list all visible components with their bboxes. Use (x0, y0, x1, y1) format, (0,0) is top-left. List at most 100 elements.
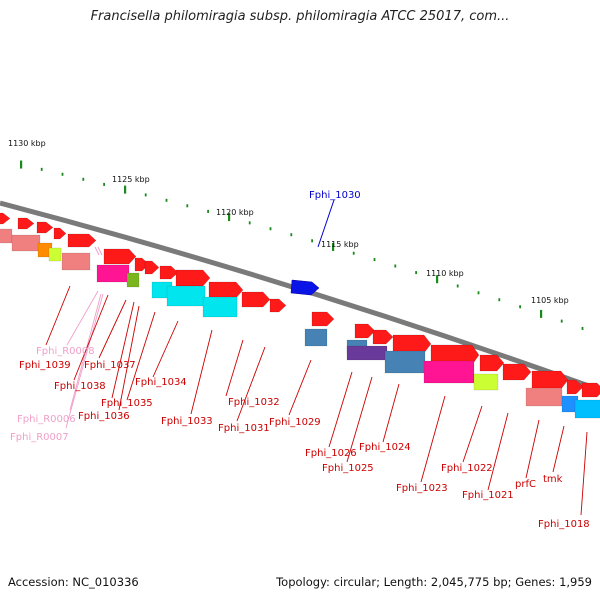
leader-line (45, 285, 71, 346)
gene-arrow[interactable] (269, 298, 287, 313)
gene-label-fphi-r0008: Fphi_R0008 (36, 346, 95, 357)
rna-marker (97, 246, 103, 256)
map-title: Francisella philomiragia subsp. philomir… (90, 9, 510, 24)
gene-label-fphi-1037: Fphi_1037 (84, 360, 136, 371)
gene-arrow[interactable] (479, 354, 505, 372)
scale-tick (207, 209, 209, 213)
gene-box[interactable] (61, 252, 91, 271)
gene-box[interactable] (423, 360, 475, 384)
label-leaders (45, 285, 588, 516)
leader-fphi-1030 (317, 199, 335, 248)
leader-line (552, 425, 565, 473)
leader-line (118, 305, 140, 411)
gene-arrow[interactable] (144, 260, 160, 275)
gene-arrow[interactable] (372, 329, 394, 345)
leader-line (580, 431, 588, 516)
scale-tick (540, 309, 543, 318)
rna-marker (94, 246, 100, 256)
gene-box[interactable] (384, 350, 426, 374)
gene-box[interactable] (11, 234, 41, 252)
scale-tick (352, 251, 355, 255)
scale-tick (415, 271, 417, 275)
gene-arrow[interactable] (175, 269, 211, 287)
kbp-label: 1115 kbp (321, 240, 359, 249)
gene-features (0, 212, 600, 419)
accession-text: Accession: NC_010336 (8, 575, 139, 589)
gene-box[interactable] (166, 285, 206, 307)
gene-label-fphi-1030: Fphi_1030 (309, 190, 361, 201)
gene-label-fphi-1032: Fphi_1032 (228, 397, 280, 408)
gene-arrow[interactable] (502, 363, 532, 381)
kbp-label: 1110 kbp (426, 269, 464, 278)
gene-box[interactable] (574, 399, 600, 419)
leader-line (190, 329, 213, 415)
leader-line (126, 311, 156, 401)
leader-line (152, 320, 179, 378)
gene-arrow[interactable] (354, 323, 376, 339)
gene-arrow[interactable] (103, 248, 137, 265)
scale-tick (124, 185, 127, 194)
gene-label-fphi-1025: Fphi_1025 (322, 463, 374, 474)
leader-line (420, 395, 446, 483)
scale-tick (394, 264, 397, 268)
gene-arrow[interactable] (208, 281, 244, 299)
gene-arrow[interactable] (159, 265, 179, 280)
gene-box[interactable] (346, 345, 388, 361)
scale-tick (248, 221, 251, 225)
gene-label-tmk: tmk (543, 474, 563, 485)
scale-tick (40, 167, 43, 171)
kbp-label: 1130 kbp (8, 139, 46, 148)
gene-arrow[interactable] (531, 370, 569, 390)
gene-arrow[interactable] (0, 212, 11, 225)
leader-line (236, 346, 266, 422)
gene-box[interactable] (473, 373, 499, 391)
gene-box[interactable] (0, 228, 13, 244)
leader-line (73, 294, 109, 381)
gene-arrow[interactable] (311, 311, 335, 327)
gene-arrow[interactable] (67, 233, 97, 248)
scale-tick (373, 258, 376, 262)
gene-arrow[interactable] (566, 379, 584, 395)
scale-tick (269, 227, 272, 231)
scale-ticks (20, 160, 584, 330)
gene-arrow[interactable] (17, 217, 35, 230)
scale-tick (581, 326, 584, 330)
scale-tick (82, 177, 85, 181)
gene-arrow[interactable] (53, 227, 67, 240)
gene-label-fphi-1018: Fphi_1018 (538, 519, 590, 530)
leader-line (525, 419, 540, 479)
gene-label-fphi-r0006: Fphi_R0006 (17, 414, 76, 425)
gene-arrow[interactable] (36, 221, 54, 234)
gene-box[interactable] (525, 387, 563, 407)
leader-line (462, 405, 483, 463)
gene-label-fphi-1024: Fphi_1024 (359, 442, 411, 453)
kbp-label: 1120 kbp (216, 208, 254, 217)
gene-fphi-1030[interactable] (290, 279, 320, 296)
gene-box[interactable] (48, 247, 62, 262)
leader-line (65, 293, 104, 429)
leader-line (487, 412, 509, 491)
leader-line (111, 301, 135, 399)
gene-label-fphi-r0007: Fphi_R0007 (10, 432, 69, 443)
gene-box[interactable] (202, 296, 238, 318)
scale-tick (519, 305, 521, 309)
scale-tick (498, 298, 501, 302)
scale-tick (61, 172, 64, 176)
gene-arrow[interactable] (581, 382, 600, 398)
gene-label-fphi-1039: Fphi_1039 (19, 360, 71, 371)
scale-tick (436, 275, 439, 284)
gene-arrow[interactable] (241, 291, 271, 308)
gene-box[interactable] (96, 264, 130, 283)
leader-line (288, 359, 312, 416)
gene-arrow[interactable] (392, 334, 432, 354)
scale-tick (456, 284, 459, 288)
genome-summary-text: Topology: circular; Length: 2,045,775 bp… (276, 575, 592, 589)
leader-line (66, 290, 99, 346)
gene-box[interactable] (304, 328, 328, 347)
kbp-label: 1125 kbp (112, 175, 150, 184)
gene-box[interactable] (126, 272, 140, 288)
scale-tick (290, 233, 293, 237)
gene-label-prfc: prfC (515, 479, 536, 490)
scale-tick (228, 213, 231, 222)
